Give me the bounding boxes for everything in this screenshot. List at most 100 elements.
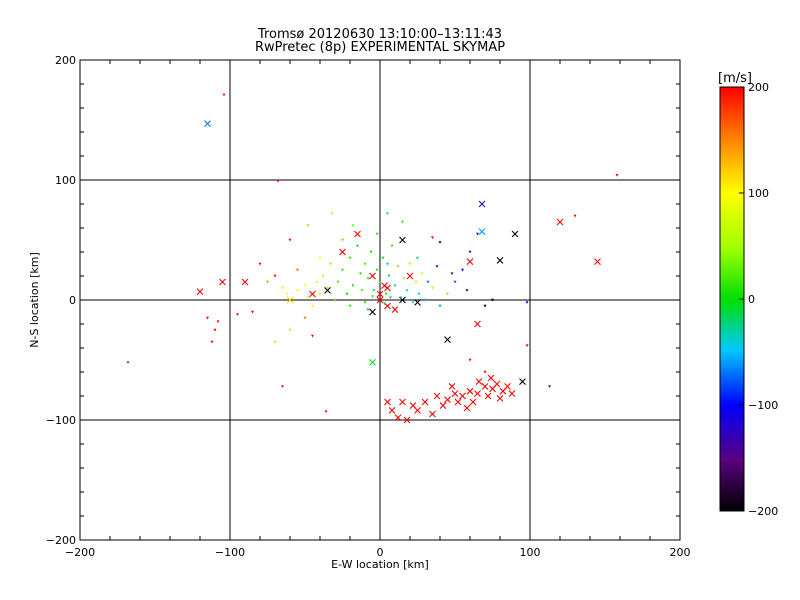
data-point-x <box>403 416 411 424</box>
colorbar-ticks: 200 100 0 −100 −200 <box>739 81 778 518</box>
data-point-dot <box>359 272 362 276</box>
colorbar-label: [m/s] <box>718 71 752 86</box>
data-point-dot <box>324 410 328 414</box>
data-point-dot <box>236 313 239 316</box>
axes: −200 −100 0 100 200 −200 −100 0 100 200 <box>46 54 691 559</box>
data-point-dot <box>311 334 314 338</box>
data-point-dot <box>386 212 389 216</box>
data-point-x <box>204 120 211 127</box>
data-point-dot <box>303 316 307 320</box>
data-point-dot <box>360 289 364 292</box>
data-point-dot <box>426 280 430 284</box>
data-point-x <box>594 258 601 265</box>
data-point-dot <box>345 292 349 296</box>
data-point-x <box>241 278 249 286</box>
data-point-x <box>508 390 516 397</box>
data-point-dot <box>420 272 424 276</box>
data-point-x <box>354 230 361 238</box>
data-point-x <box>196 288 204 295</box>
data-point-dot <box>548 385 551 388</box>
data-point-x <box>433 392 441 400</box>
data-point-dot <box>333 298 337 302</box>
data-point-x <box>459 392 466 400</box>
data-point-x <box>369 308 376 316</box>
data-point-dot <box>468 250 472 254</box>
data-point-dot <box>258 262 262 266</box>
data-point-dot <box>461 268 464 272</box>
x-tick-label: 100 <box>520 546 541 559</box>
data-point-x <box>309 290 316 298</box>
data-point-dot <box>206 316 209 320</box>
y-tick-label: 200 <box>55 54 76 67</box>
data-point-dot <box>402 277 406 280</box>
data-point-dot <box>389 296 392 300</box>
x-tick-label: 0 <box>377 546 384 559</box>
data-point-x <box>394 414 402 421</box>
data-point-x <box>493 380 501 388</box>
data-point-dot <box>465 289 469 292</box>
colorbar-tick-label: 0 <box>748 293 755 306</box>
data-point-dot <box>378 280 382 284</box>
data-point-x <box>384 398 391 406</box>
data-point-x <box>463 404 471 412</box>
data-point-dot <box>210 340 214 344</box>
data-point-x <box>481 383 489 390</box>
data-point-dot <box>411 301 415 304</box>
data-point-dot <box>213 328 217 332</box>
x-tick-label: 200 <box>670 546 691 559</box>
data-point-dot <box>126 361 130 364</box>
data-point-x <box>444 336 451 343</box>
data-point-dot <box>431 286 434 290</box>
data-point-dot <box>405 289 409 292</box>
data-point-dot <box>318 292 322 296</box>
data-point-x <box>556 218 564 226</box>
data-point-x <box>399 398 406 406</box>
data-point-dot <box>281 385 284 388</box>
x-axis-label: E-W location [km] <box>331 558 429 571</box>
data-point-dot <box>341 238 344 242</box>
data-point-x <box>409 402 417 409</box>
chart-title: Tromsø 20120630 13:10:00–13:11:43 <box>257 27 502 42</box>
data-point-dot <box>387 274 391 278</box>
y-axis-label: N-S location [km] <box>28 252 41 348</box>
data-point-dot <box>351 224 355 228</box>
data-point-dot <box>336 280 340 284</box>
data-point-dot <box>306 224 310 228</box>
data-point-dot <box>390 244 394 248</box>
data-point-dot <box>483 370 487 374</box>
data-point-x <box>421 398 429 406</box>
data-point-dot <box>329 262 332 266</box>
data-point-x <box>478 200 486 208</box>
data-point-dot <box>222 93 226 97</box>
data-point-x <box>466 258 474 265</box>
data-point-dot <box>399 296 403 300</box>
data-point-dot <box>291 301 295 304</box>
data-point-dot <box>311 304 314 308</box>
data-point-dot <box>288 328 292 332</box>
data-point-dot <box>363 301 367 304</box>
data-point-dot <box>483 304 487 308</box>
data-point-dot <box>348 304 352 308</box>
data-point-dot <box>273 274 277 278</box>
data-point-x <box>429 410 436 418</box>
data-point-x <box>478 228 486 235</box>
data-point-dot <box>341 268 344 272</box>
data-point-dot <box>401 220 404 224</box>
data-point-dot <box>384 292 388 296</box>
data-point-dot <box>414 280 418 284</box>
x-tick-label: −100 <box>215 546 245 559</box>
data-point-x <box>324 287 331 294</box>
data-points <box>126 93 619 424</box>
data-point-dot <box>408 262 412 266</box>
data-point-dot <box>573 214 577 218</box>
data-point-dot <box>318 256 322 260</box>
data-point-dot <box>423 298 427 302</box>
data-point-dot <box>296 268 299 272</box>
data-point-dot <box>468 358 472 362</box>
colorbar: [m/s] 200 100 0 −100 −200 <box>718 71 778 518</box>
data-point-x <box>376 290 384 298</box>
data-point-x <box>451 390 459 397</box>
data-point-x <box>219 278 226 286</box>
data-point-dot <box>251 310 254 314</box>
